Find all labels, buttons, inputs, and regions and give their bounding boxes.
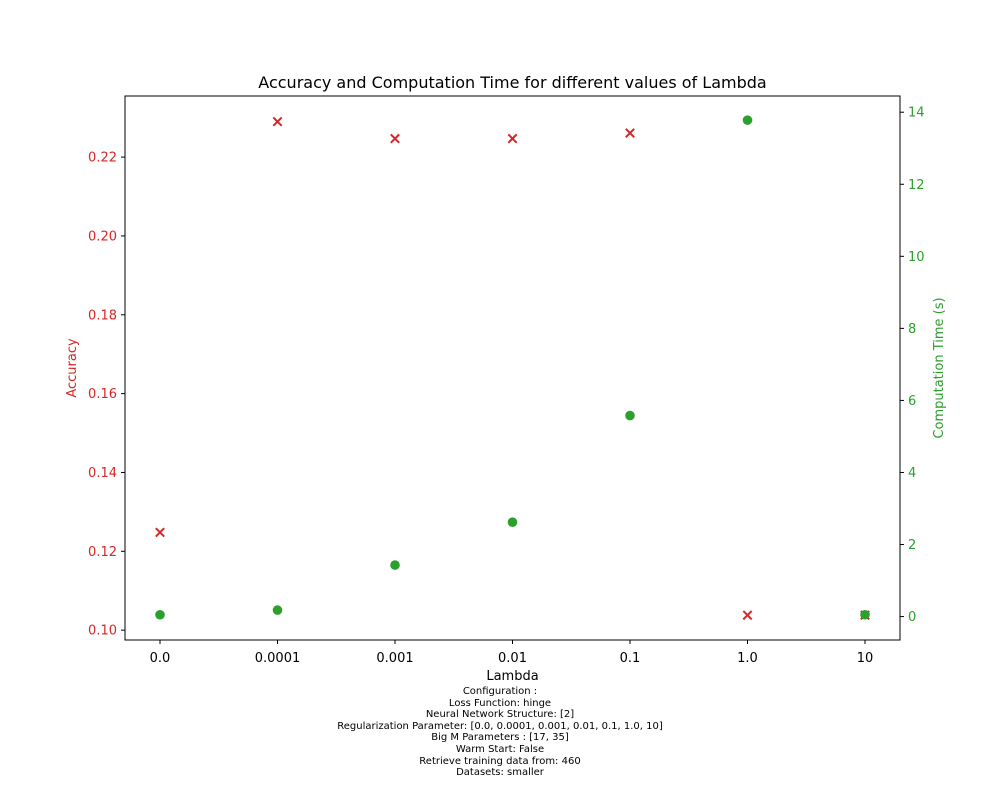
plot-frame — [124, 95, 901, 641]
computation-time-marker — [742, 115, 753, 125]
computation-time-marker — [155, 609, 165, 620]
right-y-tick-label: 12 — [908, 178, 925, 193]
x-tick-label: 0.0001 — [255, 651, 301, 666]
accuracy-marker — [155, 527, 165, 538]
right-y-tick-label: 6 — [908, 394, 916, 409]
computation-time-marker — [390, 560, 400, 570]
config-line: Warm Start: False — [455, 743, 545, 755]
x-tick-label: 10 — [857, 651, 874, 666]
config-line: Big M Parameters : [17, 35] — [431, 732, 569, 744]
right-y-tick-label: 10 — [908, 250, 925, 265]
accuracy-marker — [625, 128, 635, 138]
computation-time-marker — [860, 609, 870, 620]
accuracy-marker — [507, 133, 518, 144]
config-line: Configuration : — [462, 686, 538, 697]
left-y-tick-label: 0.20 — [88, 229, 117, 244]
left-y-tick-label: 0.10 — [88, 624, 117, 639]
x-tick-label: 0.001 — [376, 651, 413, 666]
accuracy-marker — [272, 116, 283, 127]
right-y-tick-label: 8 — [908, 322, 916, 337]
plot-area — [125, 96, 900, 640]
configuration-notes: Configuration : Loss Function: hinge Neura… — [0, 686, 1000, 779]
config-line: Retrieve training data from: 460 — [419, 755, 581, 767]
x-tick-label: 1.0 — [737, 651, 758, 666]
right-y-tick-label: 4 — [908, 466, 916, 481]
x-tick-label: 0.1 — [620, 651, 641, 666]
left-y-tick-label: 0.14 — [88, 466, 117, 481]
left-axis-label: Accuracy — [65, 338, 80, 398]
config-line: Datasets: smaller — [456, 767, 544, 779]
config-line: Loss Function: hinge — [448, 697, 552, 709]
left-y-tick-label: 0.18 — [88, 308, 117, 323]
x-tick-label: 0.0 — [150, 651, 171, 666]
computation-time-marker — [272, 605, 283, 615]
right-y-tick-label: 14 — [908, 106, 925, 121]
right-y-tick-label: 0 — [908, 610, 916, 625]
right-axis-label: Computation Time (s) — [932, 297, 947, 438]
left-y-tick-label: 0.12 — [88, 545, 117, 560]
x-axis-label: Lambda — [486, 669, 538, 684]
axes: 0.0 0.0001 0.001 0.01 0.1 1.0 10 0.10 0.12 0.14 0.… — [88, 106, 925, 666]
left-y-tick-label: 0.22 — [88, 151, 117, 166]
left-y-tick-label: 0.16 — [88, 387, 117, 402]
chart-title: Accuracy and Computation Time for differ… — [258, 73, 766, 92]
right-y-tick-label: 2 — [908, 538, 916, 553]
config-line: Regularization Parameter: [0.0, 0.0001, … — [337, 720, 663, 732]
x-tick-label: 0.01 — [498, 651, 527, 666]
computation-time-marker — [507, 517, 518, 527]
config-line: Neural Network Structure: [2] — [425, 709, 575, 721]
computation-time-marker — [625, 410, 635, 421]
accuracy-marker — [742, 610, 753, 621]
accuracy-marker — [390, 133, 400, 144]
data-marks — [155, 115, 870, 621]
